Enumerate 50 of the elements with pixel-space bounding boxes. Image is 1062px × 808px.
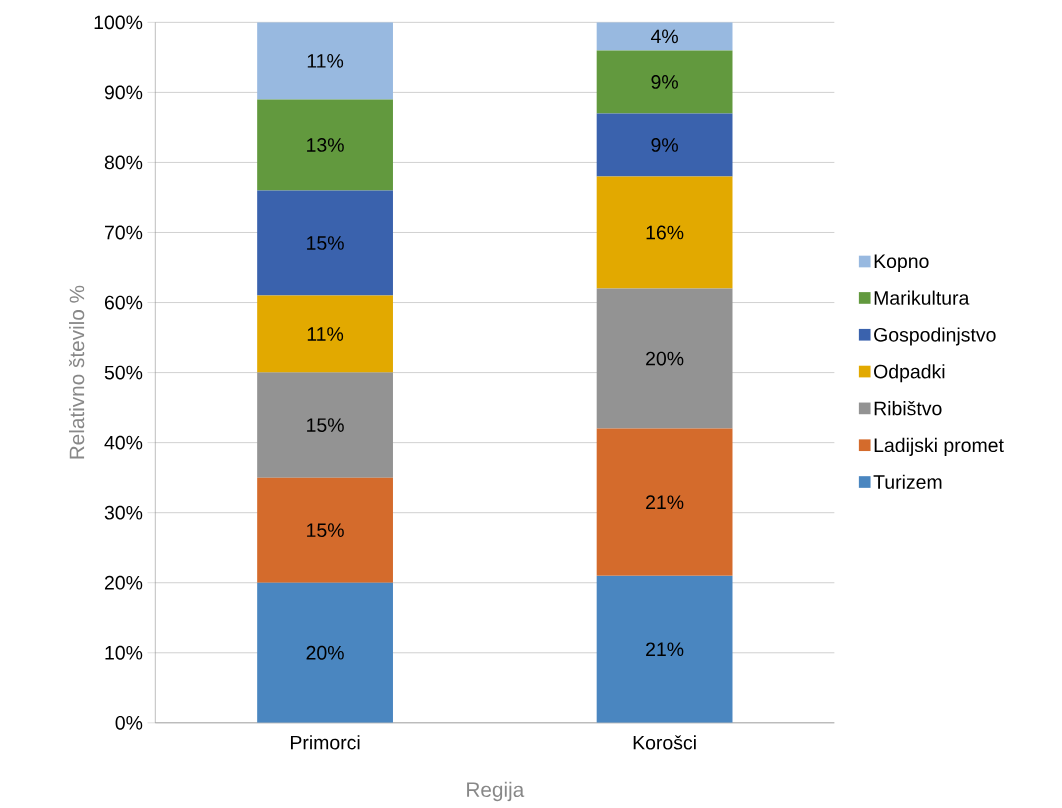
y-tick-label: 10% — [105, 645, 143, 660]
legend-label: Turizem — [873, 474, 942, 489]
bar — [596, 288, 733, 429]
data-label: 9% — [651, 137, 678, 152]
x-tick-label: Primorci — [290, 734, 360, 750]
y-tick-label: 90% — [104, 85, 143, 100]
data-label: 9% — [651, 74, 678, 89]
bar — [257, 582, 393, 723]
x-axis-title: Regija — [467, 781, 525, 801]
data-label: 15% — [307, 523, 344, 537]
data-label: 13% — [307, 137, 344, 152]
data-label: 16% — [646, 225, 684, 240]
bar — [257, 295, 393, 373]
data-label: 11% — [307, 327, 344, 341]
y-tick-label: 40% — [104, 435, 143, 450]
y-tick-label: 50% — [104, 365, 143, 380]
y-tick-label: 0% — [115, 715, 143, 730]
data-label: 21% — [646, 495, 684, 509]
x-tick-label: Korošci — [633, 734, 696, 750]
legend-label: Ribištvo — [874, 400, 942, 416]
legend-label: Gospodinjstvo — [874, 327, 996, 346]
data-label: 20% — [646, 351, 684, 366]
data-label: 11% — [307, 53, 344, 68]
legend-label: Marikultura — [874, 290, 970, 305]
y-tick-label: 60% — [105, 295, 143, 310]
bar — [257, 477, 393, 583]
y-axis-title: Relativno število % — [68, 285, 85, 459]
legend-label: Kopno — [874, 254, 929, 272]
bar — [596, 50, 733, 114]
bar — [257, 190, 393, 296]
bar — [257, 22, 393, 100]
legend-label: Ladijski promet — [874, 437, 1004, 456]
bar — [257, 99, 393, 191]
bar — [596, 113, 733, 177]
bar — [596, 22, 733, 51]
bar — [596, 428, 733, 576]
data-label: 21% — [646, 642, 684, 656]
legend-label: Odpadki — [874, 363, 945, 383]
y-tick-label: 30% — [104, 505, 143, 520]
bar — [257, 372, 393, 478]
y-tick-label: 20% — [104, 575, 143, 590]
y-tick-label: 80% — [104, 155, 143, 170]
bar — [596, 176, 733, 289]
data-label: 4% — [650, 29, 678, 43]
data-label: 15% — [307, 418, 344, 432]
data-label: 15% — [307, 235, 344, 250]
bar — [596, 575, 733, 723]
y-tick-label: 70% — [105, 225, 143, 240]
y-tick-label: 100% — [94, 15, 143, 30]
data-label: 20% — [306, 645, 344, 660]
